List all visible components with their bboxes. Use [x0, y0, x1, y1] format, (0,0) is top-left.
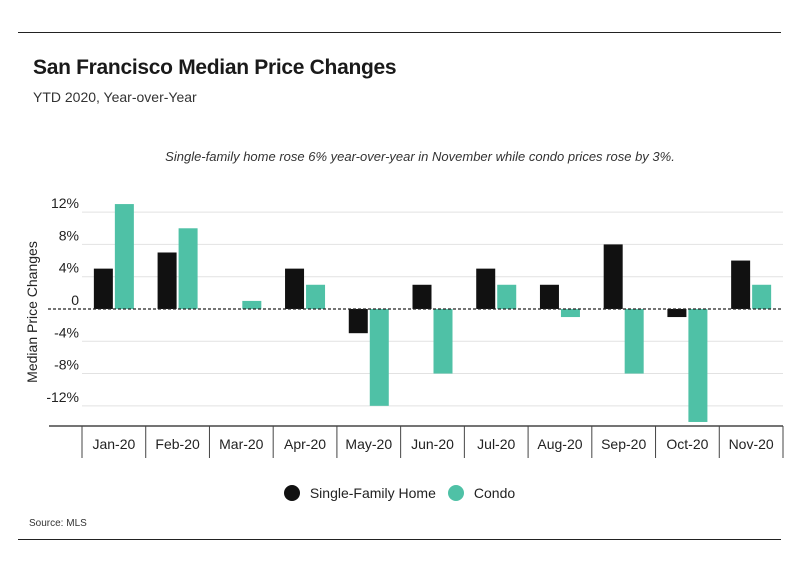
bar-single-family-aug-20 [539, 284, 559, 309]
legend-swatch-condo [447, 485, 464, 501]
x-axis-ticks: Jan-20 Feb-20 Mar-20 Apr-20 May-20 Jun-20 Jul-… [81, 426, 784, 458]
x-tick-label: Jul-20 [477, 436, 515, 452]
bar-condo-oct-20 [688, 308, 708, 422]
y-axis-ticks: 12% 8% 4% 0 -4% -8% -12% [46, 195, 79, 405]
bottom-rule [18, 539, 781, 540]
legend-item-condo: Condo [447, 485, 516, 501]
x-tick-label: Apr-20 [284, 436, 326, 452]
x-tick-label: Jan-20 [92, 436, 135, 452]
bar-condo-mar-20 [242, 300, 262, 309]
bar-condo-feb-20 [178, 228, 198, 309]
y-tick-label: -8% [54, 357, 79, 373]
chart-subtitle: YTD 2020, Year-over-Year [33, 89, 197, 105]
bar-single-family-feb-20 [157, 252, 177, 309]
grid-lines [82, 211, 783, 407]
bar-single-family-nov-20 [731, 260, 751, 309]
x-tick-label: May-20 [345, 436, 392, 452]
legend: Single-Family Home Condo [0, 485, 799, 501]
x-tick-label: Oct-20 [666, 436, 708, 452]
bar-condo-jul-20 [497, 284, 517, 309]
bar-single-family-jul-20 [476, 268, 496, 309]
bar-condo-apr-20 [306, 284, 326, 309]
x-tick-label: Nov-20 [729, 436, 774, 452]
bar-condo-jan-20 [114, 204, 134, 309]
x-tick-label: Sep-20 [601, 436, 646, 452]
y-tick-label: 8% [59, 227, 79, 243]
legend-label-condo: Condo [473, 485, 516, 501]
chart-title: San Francisco Median Price Changes [33, 56, 397, 79]
bar-single-family-oct-20 [667, 308, 687, 318]
bar-chart: 12% 8% 4% 0 -4% -8% -12% Jan-20 Feb-20 Mar-20 Apr… [24, 195, 784, 458]
bar-single-family-may-20 [348, 308, 368, 334]
axes [48, 308, 783, 427]
x-tick-label: Aug-20 [537, 436, 582, 452]
y-tick-label: 12% [51, 195, 79, 211]
legend-swatch-single-family [283, 485, 300, 501]
bar-condo-aug-20 [560, 308, 580, 318]
legend-item-single-family: Single-Family Home [283, 485, 436, 501]
y-tick-label: -4% [54, 324, 79, 340]
top-rule [18, 32, 781, 33]
y-tick-label: 0 [71, 292, 79, 308]
source-note: Source: MLS [29, 518, 87, 529]
y-axis-label: Median Price Changes [24, 241, 40, 383]
bar-single-family-jan-20 [93, 268, 113, 309]
bars [93, 204, 772, 422]
bar-single-family-apr-20 [285, 268, 305, 309]
legend-label-single-family: Single-Family Home [309, 485, 436, 501]
bar-single-family-sep-20 [603, 244, 623, 309]
y-tick-label: 4% [59, 260, 79, 276]
bar-condo-jun-20 [433, 308, 453, 374]
x-tick-label: Feb-20 [155, 436, 200, 452]
bar-condo-may-20 [369, 308, 389, 406]
y-tick-label: -12% [46, 389, 79, 405]
bar-single-family-jun-20 [412, 284, 432, 309]
x-tick-label: Mar-20 [219, 436, 264, 452]
bar-condo-sep-20 [624, 308, 644, 374]
chart-annotation: Single-family home rose 6% year-over-yea… [165, 149, 675, 164]
bar-condo-nov-20 [752, 284, 772, 309]
x-tick-label: Jun-20 [411, 436, 454, 452]
